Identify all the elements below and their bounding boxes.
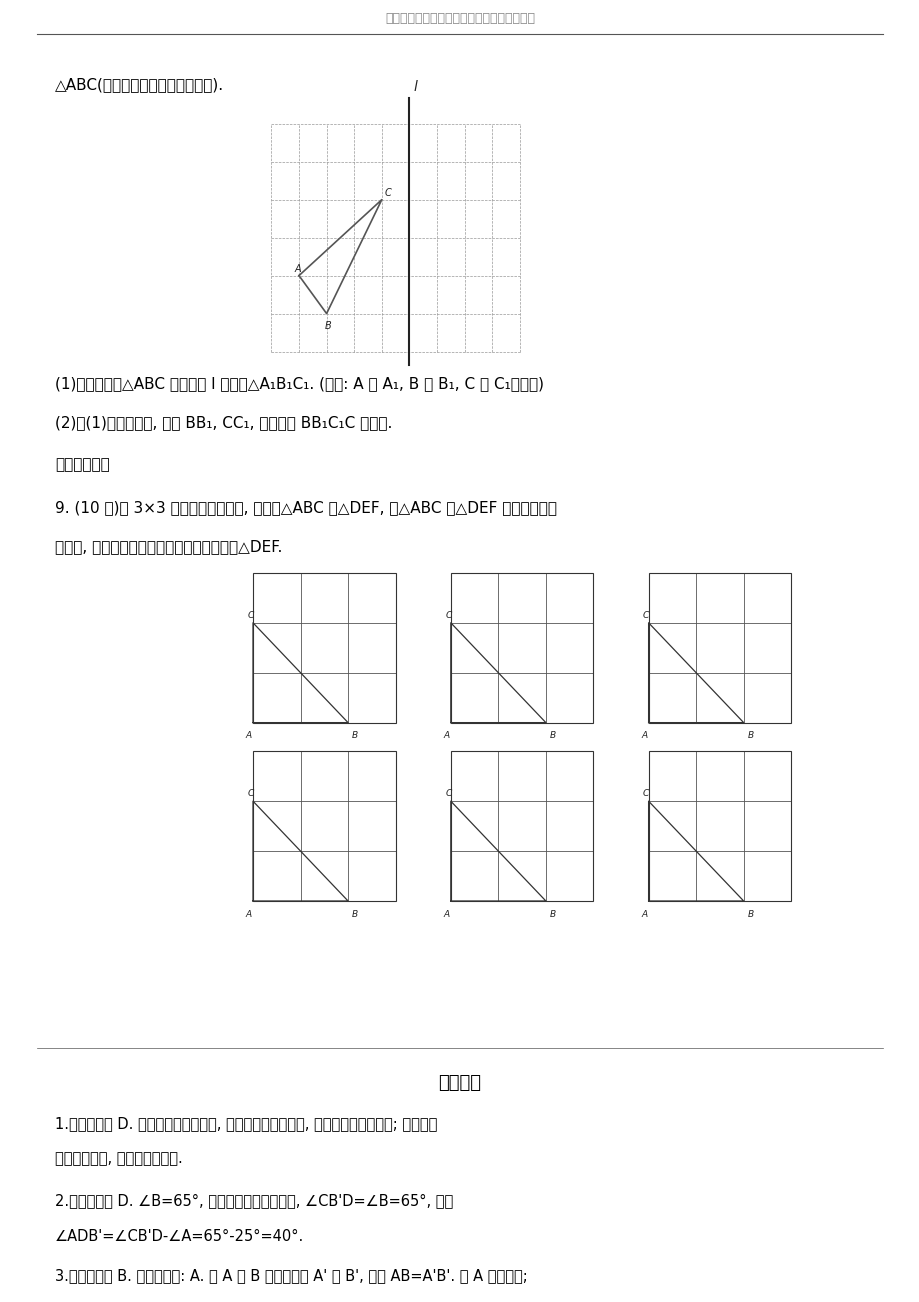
Text: (1)在图中作出△ABC 关于直线 l 对称的△A₁B₁C₁. (要求: A 与 A₁, B 与 B₁, C 与 C₁相对应): (1)在图中作出△ABC 关于直线 l 对称的△A₁B₁C₁. (要求: A 与… [55, 376, 544, 392]
Text: C: C [247, 789, 254, 798]
Text: 答案解析: 答案解析 [438, 1074, 481, 1092]
Bar [253, 573, 395, 723]
Bar [450, 573, 593, 723]
Text: C: C [445, 611, 451, 620]
Text: B: B [549, 910, 555, 919]
Text: B: B [351, 910, 357, 919]
Text: A: A [443, 910, 449, 919]
Text: 轴对称, 请在下面的备用图中画出所有这样的△DEF.: 轴对称, 请在下面的备用图中画出所有这样的△DEF. [55, 539, 282, 555]
Text: ∠ADB'=∠CB'D-∠A=65°-25°=40°.: ∠ADB'=∠CB'D-∠A=65°-25°=40°. [55, 1229, 304, 1245]
Text: 1.【解析】选 D. 由成轴对称的性质知, 若图形的点在直线上, 则其对称点在直线上; 若图形的: 1.【解析】选 D. 由成轴对称的性质知, 若图形的点在直线上, 则其对称点在直… [55, 1116, 437, 1131]
Bar [450, 751, 593, 901]
Text: A: A [443, 732, 449, 741]
Text: l: l [414, 81, 417, 94]
Text: (2)在(1)题的结果下, 连接 BB₁, CC₁, 求四边形 BB₁C₁C 的面积.: (2)在(1)题的结果下, 连接 BB₁, CC₁, 求四边形 BB₁C₁C 的… [55, 415, 392, 431]
Text: A: A [245, 732, 252, 741]
Text: A: A [641, 732, 647, 741]
Text: 9. (10 分)在 3×3 的正方形格点图中, 有格点△ABC 和△DEF, 且△ABC 和△DEF 关于某直线成: 9. (10 分)在 3×3 的正方形格点图中, 有格点△ABC 和△DEF, … [55, 500, 557, 516]
Text: C: C [247, 611, 254, 620]
Text: A: A [294, 264, 301, 273]
Text: C: C [642, 789, 649, 798]
Text: A: A [641, 910, 647, 919]
Text: C: C [445, 789, 451, 798]
Text: 【拓展延伸】: 【拓展延伸】 [55, 457, 110, 473]
Bar [648, 751, 790, 901]
Text: 点不在直线上, 则在直线的两旁.: 点不在直线上, 则在直线的两旁. [55, 1151, 183, 1167]
Text: 最新海量高中、初中教学课件尽在金锄头文库: 最新海量高中、初中教学课件尽在金锄头文库 [384, 12, 535, 25]
Text: 2.【解析】选 D. ∠B=65°, 根据轴对称的性质可知, ∠CB'D=∠B=65°, 所以: 2.【解析】选 D. ∠B=65°, 根据轴对称的性质可知, ∠CB'D=∠B=… [55, 1193, 453, 1208]
Text: 3.【解析】选 B. 由图形可知: A. 点 A 和 B 对称点是点 A' 和 B', 所以 AB=A'B'. 故 A 是正确的;: 3.【解析】选 B. 由图形可知: A. 点 A 和 B 对称点是点 A' 和 … [55, 1268, 528, 1284]
Text: C: C [642, 611, 649, 620]
Text: C: C [384, 187, 391, 198]
Bar [253, 751, 395, 901]
Bar [648, 573, 790, 723]
Text: B: B [549, 732, 555, 741]
Text: B: B [746, 732, 753, 741]
Text: B: B [746, 910, 753, 919]
Text: B: B [324, 322, 331, 331]
Text: B: B [351, 732, 357, 741]
Text: △ABC(即三角形的顶点都在格点上).: △ABC(即三角形的顶点都在格点上). [55, 77, 224, 92]
Text: A: A [245, 910, 252, 919]
